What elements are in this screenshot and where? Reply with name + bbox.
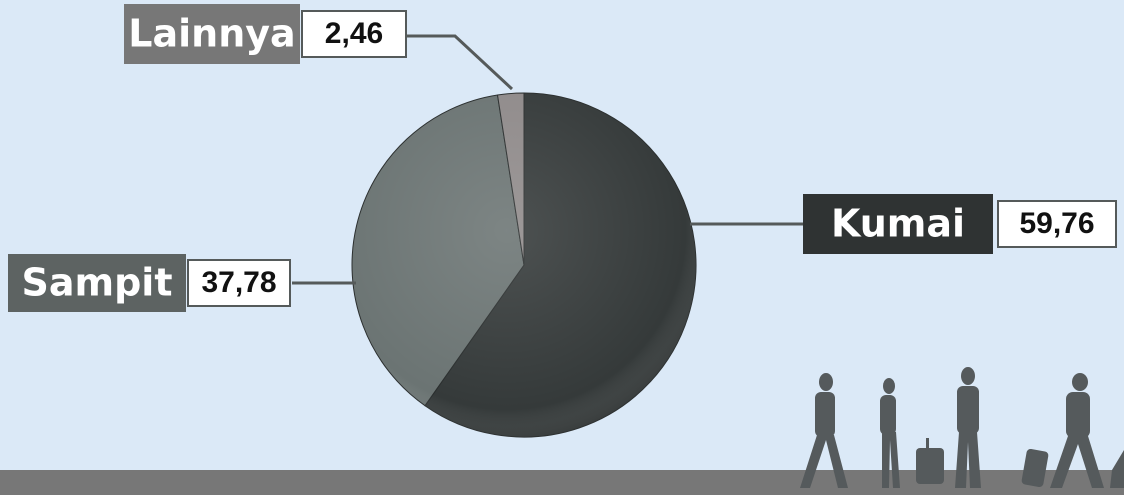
value-label: 37,78 — [201, 266, 276, 299]
category-label: Lainnya — [128, 12, 295, 56]
value-label: 59,76 — [1019, 207, 1094, 240]
label-box — [8, 254, 186, 312]
leader-line — [406, 34, 514, 91]
value-label: 2,46 — [325, 17, 383, 50]
category-label: Sampit — [22, 261, 173, 305]
label-box — [124, 4, 300, 64]
value-box — [187, 259, 291, 307]
value-box — [997, 200, 1117, 248]
people-silhouettes — [800, 367, 1124, 488]
label-box — [803, 194, 993, 254]
value-box — [301, 10, 407, 58]
category-label: Kumai — [831, 202, 965, 246]
